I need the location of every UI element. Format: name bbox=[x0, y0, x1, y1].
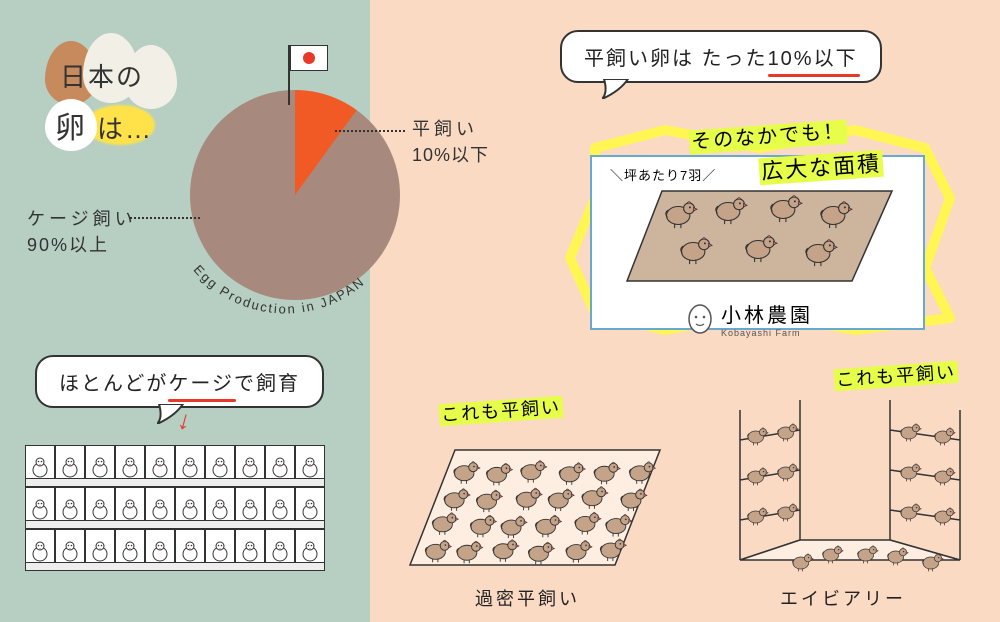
brand: 小林農園 Kobayashi Farm bbox=[687, 299, 813, 338]
cage-cell bbox=[175, 529, 205, 563]
chicken-icon bbox=[662, 193, 698, 229]
cage-cell bbox=[205, 529, 235, 563]
chicken-icon bbox=[742, 227, 778, 263]
arc-text: Egg Production in JAPAN bbox=[168, 75, 428, 335]
cage-row bbox=[25, 445, 325, 479]
cage-row bbox=[25, 487, 325, 521]
aviary-caption: エイビアリー bbox=[780, 585, 906, 611]
chicken-icon bbox=[802, 231, 838, 267]
cage-cell bbox=[85, 445, 115, 479]
pie-label-cage: ケージ飼い 90%以上 bbox=[27, 205, 137, 257]
cage-cell bbox=[235, 529, 265, 563]
chicken-icon bbox=[767, 187, 803, 223]
bubble-top-right: 平飼い卵は たった10%以下 bbox=[560, 30, 882, 83]
cage-cell bbox=[55, 529, 85, 563]
chicken-icon bbox=[677, 229, 713, 265]
cage-cell bbox=[265, 445, 295, 479]
cage-cell bbox=[295, 529, 325, 563]
cage-cell bbox=[295, 445, 325, 479]
title-line2: 卵は… bbox=[45, 99, 153, 151]
cage-cell bbox=[85, 529, 115, 563]
cage-row bbox=[25, 529, 325, 563]
brand-name: 小林農園 bbox=[721, 305, 813, 327]
cage-cell bbox=[175, 487, 205, 521]
cage-cell bbox=[235, 487, 265, 521]
svg-text:Egg Production in JAPAN: Egg Production in JAPAN bbox=[191, 262, 368, 317]
cage-cell bbox=[145, 529, 175, 563]
cage-cell bbox=[235, 445, 265, 479]
cage-cell bbox=[85, 487, 115, 521]
brand-face-icon bbox=[687, 304, 713, 334]
cage-cell bbox=[55, 487, 85, 521]
cage-cell bbox=[115, 487, 145, 521]
crowd-scene bbox=[400, 430, 680, 580]
cage-cell bbox=[115, 445, 145, 479]
cage-cell bbox=[265, 529, 295, 563]
cage-illustration bbox=[25, 445, 325, 571]
cage-cell bbox=[25, 529, 55, 563]
cage-cell bbox=[145, 487, 175, 521]
bubble-tail-icon bbox=[602, 79, 632, 99]
crowd-caption: 過密平飼い bbox=[475, 585, 580, 611]
title-egg-word: 卵 bbox=[45, 99, 97, 151]
chicken-icon bbox=[712, 189, 748, 225]
bubble-left-mid: ほとんどがケージで飼育 bbox=[35, 355, 324, 408]
cage-cell bbox=[205, 487, 235, 521]
cage-cell bbox=[145, 445, 175, 479]
aviary-scene bbox=[720, 390, 980, 580]
cage-cell bbox=[295, 487, 325, 521]
cage-cell bbox=[115, 529, 145, 563]
title-line1: 日本の bbox=[60, 57, 144, 94]
cage-cell bbox=[175, 445, 205, 479]
cage-cell bbox=[25, 487, 55, 521]
cage-cell bbox=[265, 487, 295, 521]
cage-cell bbox=[25, 445, 55, 479]
cage-cell bbox=[55, 445, 85, 479]
brand-sub: Kobayashi Farm bbox=[721, 328, 813, 338]
chicken-icon bbox=[817, 193, 853, 229]
cage-cell bbox=[205, 445, 235, 479]
